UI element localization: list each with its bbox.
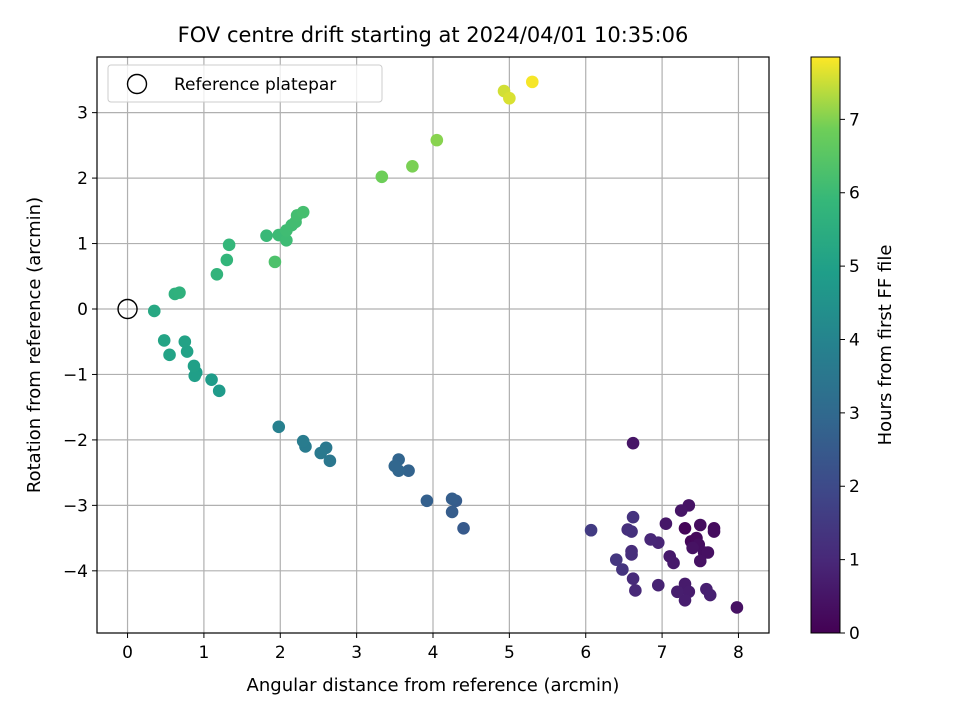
data-point xyxy=(626,510,640,524)
colorbar-tick-label: 7 xyxy=(849,110,860,130)
data-point xyxy=(693,554,707,568)
data-point xyxy=(220,253,234,267)
data-point xyxy=(272,420,286,434)
colorbar-tick-label: 4 xyxy=(849,330,860,350)
data-point xyxy=(503,91,516,105)
data-point xyxy=(651,578,665,592)
x-tick-label: 8 xyxy=(733,643,744,663)
chart-title: FOV centre drift starting at 2024/04/01 … xyxy=(178,23,689,47)
data-point xyxy=(616,563,629,576)
data-point xyxy=(296,205,310,219)
data-point xyxy=(188,369,202,383)
data-point xyxy=(626,572,640,585)
y-axis-label: Rotation from reference (arcmin) xyxy=(24,197,45,493)
data-point xyxy=(445,492,459,506)
colorbar-tick-label: 2 xyxy=(849,477,860,497)
data-point xyxy=(212,384,226,398)
y-tick-label: −2 xyxy=(63,431,88,451)
data-point xyxy=(693,518,707,532)
grid xyxy=(97,57,769,633)
colorbar-tick-label: 1 xyxy=(849,551,860,571)
data-point xyxy=(260,229,273,242)
data-point xyxy=(584,523,598,537)
legend-open-circle-icon xyxy=(126,73,148,95)
points-layer xyxy=(147,75,744,614)
x-tick-label: 6 xyxy=(580,643,591,663)
data-point xyxy=(375,170,389,184)
data-point xyxy=(157,334,171,347)
colorbar-tick-label: 0 xyxy=(849,624,860,644)
data-point xyxy=(323,454,337,468)
colorbar: 0 1 2 3 4 5 6 7 Hours from first FF file xyxy=(810,56,896,644)
data-point xyxy=(388,459,402,473)
data-point xyxy=(625,548,638,561)
x-tick-label: 2 xyxy=(275,643,286,663)
data-point xyxy=(205,373,218,386)
data-point xyxy=(210,268,224,281)
data-point xyxy=(609,553,623,566)
data-point xyxy=(280,233,293,247)
x-tick-label: 3 xyxy=(351,643,362,663)
data-point xyxy=(445,505,459,519)
y-tick-label: 2 xyxy=(77,169,88,189)
data-point xyxy=(222,238,236,252)
data-point xyxy=(686,541,699,555)
data-point xyxy=(420,494,434,508)
data-point xyxy=(678,593,692,607)
data-point xyxy=(667,556,680,570)
colorbar-tick-label: 5 xyxy=(849,257,860,277)
x-axis-label: Angular distance from reference (arcmin) xyxy=(247,675,620,696)
data-point xyxy=(678,521,692,535)
x-tick-label: 7 xyxy=(657,643,668,663)
legend-box xyxy=(107,64,383,103)
x-axis: 0 1 2 3 4 5 6 7 8 xyxy=(122,633,744,663)
data-point xyxy=(163,348,176,362)
data-point xyxy=(402,464,415,477)
x-tick-label: 1 xyxy=(198,643,209,663)
data-point xyxy=(296,434,310,448)
data-point xyxy=(147,304,161,318)
colorbar-label: Hours from first FF file xyxy=(875,245,896,446)
data-point xyxy=(674,504,688,517)
colorbar-tick-label: 3 xyxy=(849,404,860,424)
data-point xyxy=(659,517,673,530)
y-tick-label: −4 xyxy=(63,562,88,582)
data-point xyxy=(268,255,282,269)
data-point xyxy=(629,584,642,597)
data-point xyxy=(314,446,328,460)
data-point xyxy=(626,436,640,450)
data-point xyxy=(730,601,744,614)
y-tick-label: 1 xyxy=(77,235,88,255)
y-tick-label: −1 xyxy=(63,365,88,385)
data-point xyxy=(430,133,444,147)
data-point xyxy=(173,286,186,299)
reference-point-marker xyxy=(117,298,138,320)
y-tick-label: −3 xyxy=(63,496,88,516)
y-tick-label: 3 xyxy=(77,104,88,124)
colorbar-gradient xyxy=(810,56,841,634)
x-tick-label: 5 xyxy=(504,643,515,663)
data-point xyxy=(406,160,419,173)
data-point xyxy=(671,585,684,599)
y-axis: −4 −3 −2 −1 0 1 2 3 xyxy=(63,104,97,582)
data-point xyxy=(187,359,201,373)
data-point xyxy=(180,345,194,358)
legend-label: Reference platepar xyxy=(174,75,336,95)
data-point xyxy=(644,533,657,546)
x-tick-label: 4 xyxy=(428,643,439,663)
data-point xyxy=(457,521,470,535)
x-tick-label: 0 xyxy=(122,643,133,663)
colorbar-tick-label: 6 xyxy=(849,184,860,204)
data-point xyxy=(178,335,192,349)
data-point xyxy=(707,525,721,538)
y-tick-label: 0 xyxy=(77,300,88,320)
data-point xyxy=(701,546,715,559)
legend: Reference platepar xyxy=(107,64,383,103)
colorbar-ticks: 0 1 2 3 4 5 6 7 xyxy=(840,110,860,644)
data-point xyxy=(525,75,539,89)
data-point xyxy=(625,525,638,538)
data-point xyxy=(703,588,717,602)
